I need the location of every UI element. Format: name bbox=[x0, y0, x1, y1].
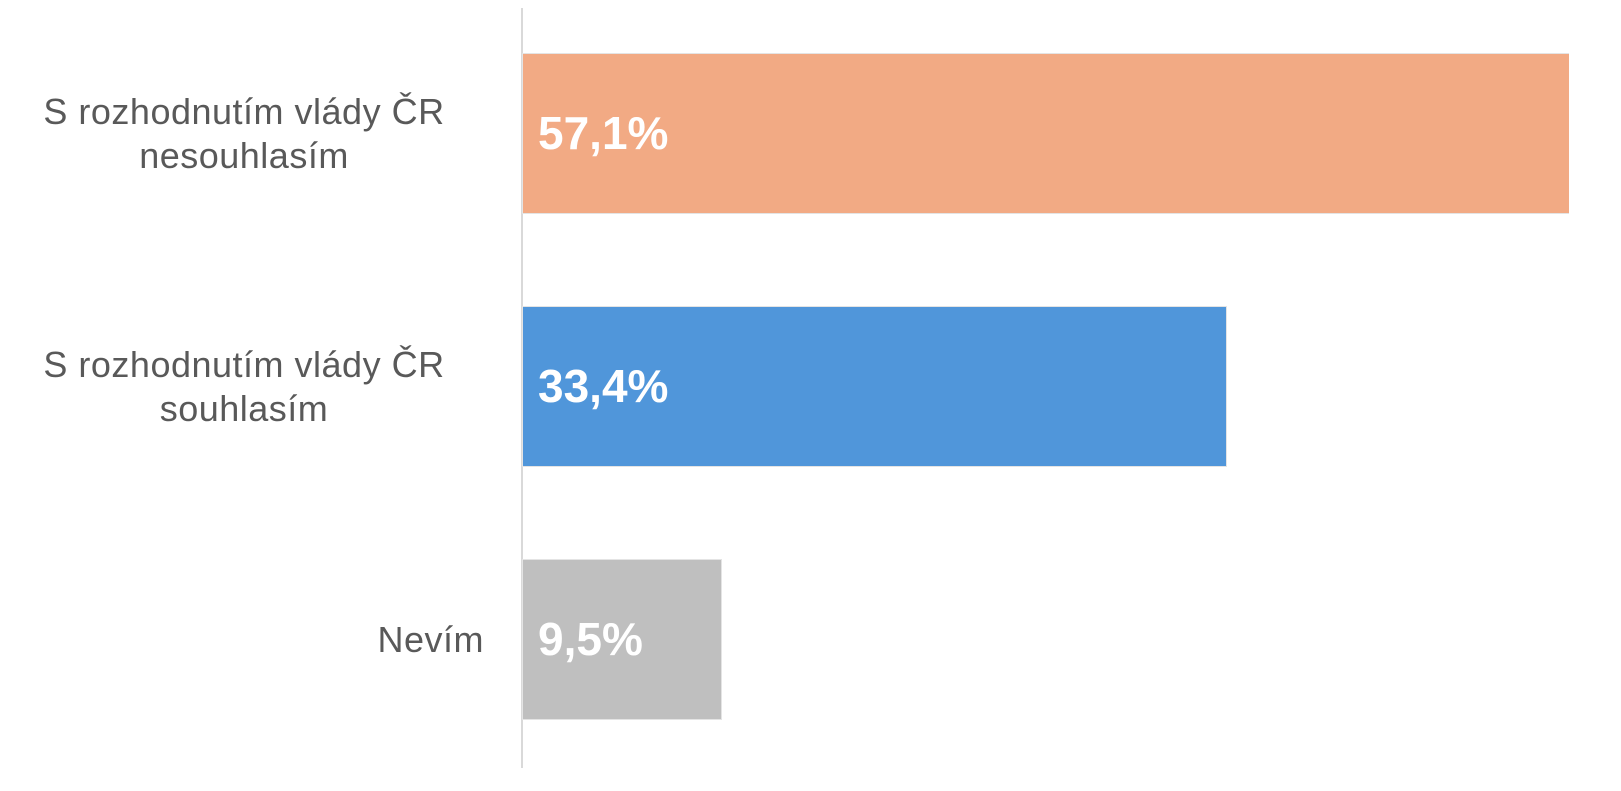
data-label: 33,4% bbox=[538, 360, 669, 412]
category-label: S rozhodnutím vlády ČR souhlasím bbox=[43, 343, 445, 429]
category-label: Nevím bbox=[377, 618, 484, 660]
data-label: 57,1% bbox=[538, 107, 669, 159]
data-label: 9,5% bbox=[538, 613, 643, 665]
bar bbox=[522, 53, 1569, 214]
category-label: S rozhodnutím vlády ČR nesouhlasím bbox=[43, 90, 445, 176]
category-label-box: S rozhodnutím vlády ČR nesouhlasím bbox=[0, 53, 484, 214]
category-label-box: Nevím bbox=[0, 559, 484, 720]
category-label-box: S rozhodnutím vlády ČR souhlasím bbox=[0, 306, 484, 467]
bar bbox=[522, 306, 1227, 467]
plot-area bbox=[522, 0, 1569, 791]
bar bbox=[522, 559, 723, 720]
